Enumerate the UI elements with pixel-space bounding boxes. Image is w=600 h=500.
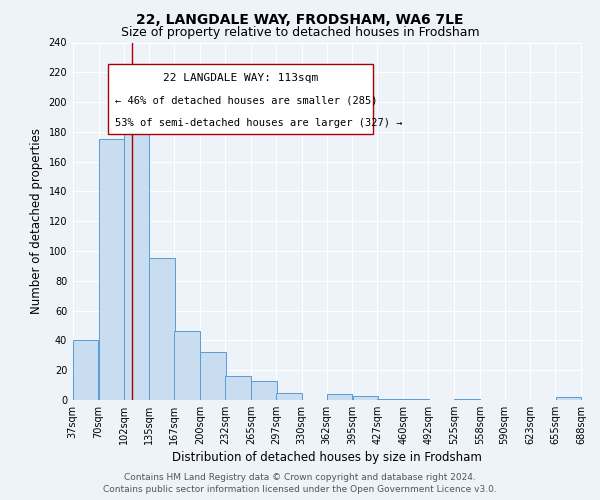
Bar (403, 398, 429, 400)
Text: 53% of semi-detached houses are larger (327) →: 53% of semi-detached houses are larger (… (115, 118, 403, 128)
Text: 22 LANGDALE WAY: 113sqm: 22 LANGDALE WAY: 113sqm (163, 73, 318, 83)
Text: 22, LANGDALE WAY, FRODSHAM, WA6 7LE: 22, LANGDALE WAY, FRODSHAM, WA6 7LE (136, 12, 464, 26)
Bar (454, 398, 479, 400)
Bar (149, 258, 175, 400)
Bar (377, 398, 403, 400)
Bar (353, 396, 378, 400)
Bar (98, 140, 124, 400)
Text: ← 46% of detached houses are smaller (285): ← 46% of detached houses are smaller (28… (115, 96, 378, 106)
Bar (124, 114, 149, 400)
Bar (225, 376, 251, 400)
Bar (175, 332, 200, 400)
Bar (327, 394, 352, 400)
Text: Size of property relative to detached houses in Frodsham: Size of property relative to detached ho… (121, 26, 479, 39)
Text: Contains HM Land Registry data © Crown copyright and database right 2024.
Contai: Contains HM Land Registry data © Crown c… (103, 472, 497, 494)
Bar (276, 392, 302, 400)
Bar (251, 380, 277, 400)
X-axis label: Distribution of detached houses by size in Frodsham: Distribution of detached houses by size … (172, 452, 482, 464)
FancyBboxPatch shape (108, 64, 373, 134)
Y-axis label: Number of detached properties: Number of detached properties (30, 128, 43, 314)
Bar (73, 340, 98, 400)
Bar (556, 397, 581, 400)
Bar (200, 352, 226, 400)
